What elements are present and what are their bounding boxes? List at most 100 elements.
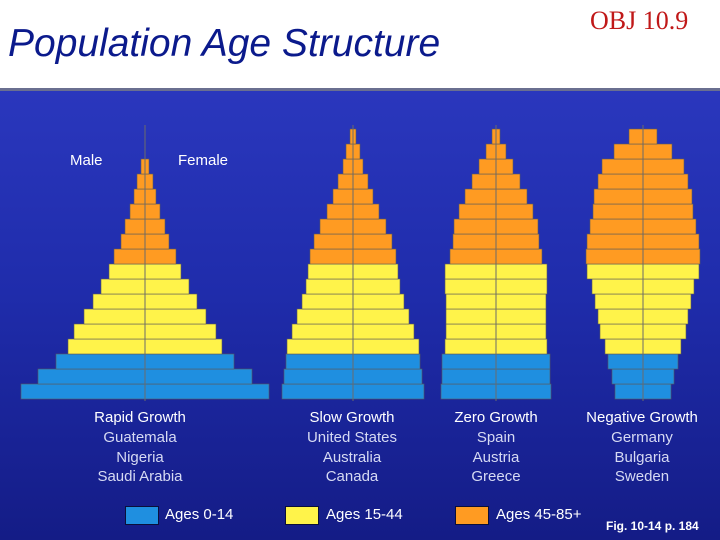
pyramid-0-female-bar — [144, 353, 235, 370]
pyramid-2-female-bar — [495, 143, 507, 160]
pyramid-3-male-bar — [594, 293, 644, 310]
pyramid-2-male-bar — [444, 263, 497, 280]
pyramid-3-female-bar — [642, 353, 679, 370]
country-name: Canada — [325, 468, 379, 485]
country-name: Guatemala — [103, 429, 177, 446]
pyramid-1-female-bar — [352, 323, 415, 340]
pyramid-3-male-bar — [613, 143, 644, 160]
pyramid-1-female-bar — [352, 173, 369, 190]
pyramid-1-male-bar — [345, 143, 354, 160]
pyramid-2-male-bar — [444, 338, 497, 355]
pyramid-1-female-bar — [352, 383, 425, 400]
pyramid-0-female-bar — [144, 293, 198, 310]
pyramid-3-male-bar — [591, 278, 644, 295]
pyramid-3-male-bar — [601, 158, 644, 175]
pyramid-2-female-bar — [495, 173, 521, 190]
pyramid-0-female-bar — [144, 323, 217, 340]
caption-title: Zero Growth — [454, 409, 538, 426]
pyramid-3-female-bar — [642, 188, 693, 205]
pyramid-1-male-bar — [313, 233, 354, 250]
pyramid-3-female-bar — [642, 383, 672, 400]
pyramid-2-male-bar — [458, 203, 497, 220]
pyramid-0-male-bar — [136, 173, 146, 190]
pyramid-2-female-bar — [495, 338, 548, 355]
pyramid-0-male-bar — [113, 248, 146, 265]
pyramid-1-female-bar — [352, 368, 423, 385]
slide-title: Population Age Structure — [8, 22, 441, 65]
pyramid-1-female-bar — [352, 203, 380, 220]
country-name: Australia — [322, 448, 382, 466]
title-divider — [0, 88, 720, 91]
pyramid-2-female-bar — [495, 293, 547, 310]
pyramid-0-male-bar — [100, 278, 146, 295]
pyramid-2-female-bar — [495, 368, 551, 385]
pyramid-3-female-bar — [642, 293, 692, 310]
pyramid-0-male-bar — [133, 188, 146, 205]
legend-label-ages-45-85: Ages 45-85+ — [496, 506, 582, 523]
pyramid-0-female-bar — [144, 188, 157, 205]
pyramid-2-female-bar — [495, 383, 552, 400]
pyramid-0-male-bar — [83, 308, 146, 325]
pyramid-3-male-bar — [585, 248, 644, 265]
country-name: Saudi Arabia — [97, 468, 183, 485]
pyramid-1-male-bar — [283, 368, 354, 385]
pyramid-0-female-bar — [144, 263, 182, 280]
pyramid-1-male-bar — [309, 248, 354, 265]
pyramid-3-female-bar — [642, 323, 687, 340]
pyramid-3-male-bar — [592, 203, 644, 220]
pyramid-1-female-bar — [352, 308, 410, 325]
pyramid-3-male-bar — [586, 233, 644, 250]
pyramid-2-male-bar — [445, 323, 497, 340]
pyramid-3-male-bar — [628, 128, 644, 145]
pyramid-2-female-bar — [495, 308, 547, 325]
pyramid-0-female-bar — [144, 278, 190, 295]
pyramid-0-male-bar — [120, 233, 146, 250]
pyramid-2-male-bar — [471, 173, 497, 190]
pyramid-2-male-bar — [464, 188, 497, 205]
pyramid-3-male-bar — [599, 323, 644, 340]
pyramid-1-male-bar — [326, 203, 354, 220]
caption-zero-growth: Zero Growth Spain Austria Greece — [426, 409, 566, 487]
country-name: Greece — [471, 468, 521, 485]
pyramid-3-female-bar — [642, 263, 700, 280]
caption-rapid-growth: Rapid Growth Guatemala Nigeria Saudi Ara… — [60, 409, 220, 487]
pyramid-3-female-bar — [642, 218, 697, 235]
pyramid-1-female-bar — [352, 233, 393, 250]
caption-slow-growth: Slow Growth United States Australia Cana… — [272, 409, 432, 487]
pyramid-1-female-bar — [352, 143, 361, 160]
pyramid-2-female-bar — [495, 323, 547, 340]
pyramid-1-male-bar — [285, 353, 354, 370]
pyramid-1-female-bar — [352, 218, 387, 235]
country-name: United States — [306, 429, 398, 446]
pyramid-1-male-bar — [301, 293, 354, 310]
legend-swatch-ages-0-14 — [125, 506, 159, 525]
pyramid-3-female-bar — [642, 338, 682, 355]
pyramid-0-female-bar — [144, 173, 154, 190]
caption-title: Rapid Growth — [94, 409, 186, 426]
pyramid-1-female-bar — [352, 248, 397, 265]
pyramid-3-male-bar — [614, 383, 644, 400]
pyramid-2-female-bar — [495, 158, 514, 175]
pyramid-2-male-bar — [452, 233, 497, 250]
pyramid-3-female-bar — [642, 278, 695, 295]
pyramid-1-male-bar — [307, 263, 354, 280]
pyramid-3-male-bar — [589, 218, 644, 235]
pyramid-1-male-bar — [342, 158, 354, 175]
pyramid-0-male-bar — [92, 293, 146, 310]
pyramid-3-female-bar — [642, 233, 700, 250]
pyramid-0-female-bar — [144, 203, 161, 220]
pyramid-2-male-bar — [445, 293, 497, 310]
pyramid-0-female-bar — [144, 383, 270, 400]
caption-negative-growth: Negative Growth Germany Bulgaria Sweden — [566, 409, 718, 487]
pyramid-1-male-bar — [291, 323, 354, 340]
pyramid-3-male-bar — [597, 308, 644, 325]
pyramid-1-male-bar — [281, 383, 354, 400]
country-name: Spain — [476, 429, 516, 446]
pyramid-0-male-bar — [67, 338, 146, 355]
pyramid-0-female-bar — [144, 248, 177, 265]
pyramid-0-male-bar — [55, 353, 146, 370]
pyramid-1-male-bar — [337, 173, 354, 190]
country-name: Germany — [611, 429, 673, 446]
country-name: Austria — [472, 448, 520, 466]
